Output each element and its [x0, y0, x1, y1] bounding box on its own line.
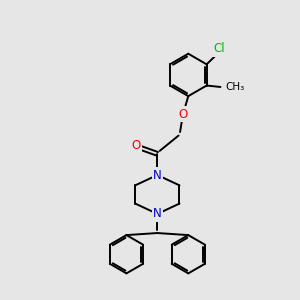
Text: O: O: [131, 140, 141, 152]
Text: Cl: Cl: [213, 42, 225, 55]
Text: N: N: [153, 169, 162, 182]
Text: N: N: [153, 207, 162, 220]
Text: O: O: [178, 108, 188, 121]
Text: CH₃: CH₃: [225, 82, 244, 92]
